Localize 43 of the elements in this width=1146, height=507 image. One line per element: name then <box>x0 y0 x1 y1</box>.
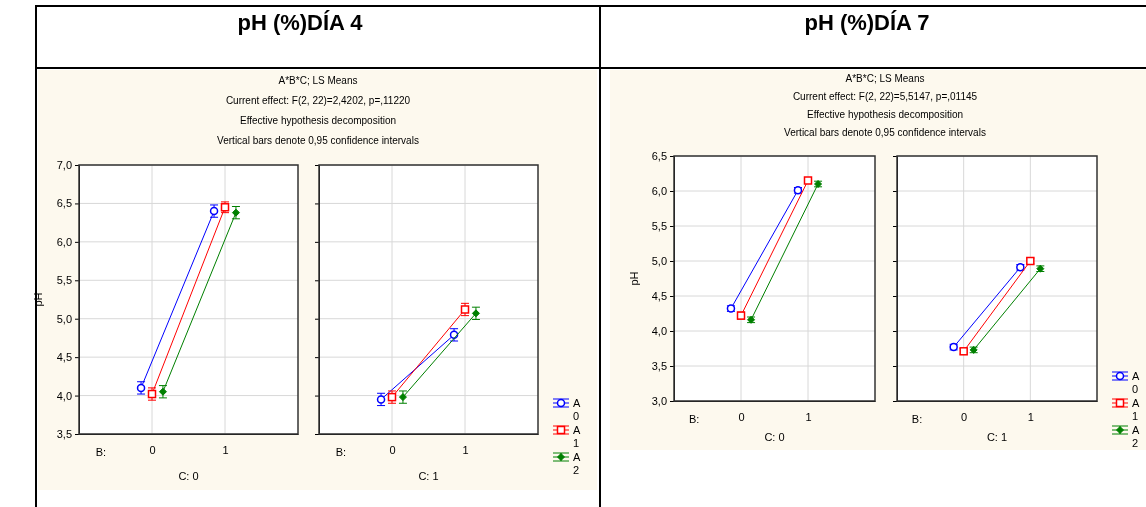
legend-label: A 2 <box>1132 424 1140 449</box>
y-tick-label: 6,5 <box>651 150 667 163</box>
x-tick-label: 0 <box>961 410 968 423</box>
y-axis-title: pH <box>628 271 640 286</box>
y-tick-label: 4,0 <box>56 389 72 402</box>
x-axis-title: C: 0 <box>764 431 785 443</box>
y-tick-label: 3,0 <box>651 395 667 408</box>
chart-subtitle: A*B*C; LS Means Current effect: F(2, 22)=5,5147, p=,01145 Effective hypothesis decomposition Vertical bars denote 0,95 confidence intervals <box>784 73 986 138</box>
y-tick-label: 6,0 <box>651 185 667 198</box>
x-axis-title: C: 1 <box>986 431 1008 443</box>
text: A*B*C; LS Means Current effect: F(2, 22)=2,4202, p=,11220 Effective hypothesis decomposition Vertical bars denote 0,95 confidence intervals <box>217 75 419 146</box>
x-tick-label: 1 <box>1027 410 1034 423</box>
x-tick-label: 0 <box>738 410 745 423</box>
x-axis-title: C: 0 <box>178 470 199 482</box>
text: B: <box>688 413 700 425</box>
y-tick-label: 5,0 <box>651 255 667 268</box>
y-tick-label: 6,0 <box>56 235 72 248</box>
y-tick-label: 3,5 <box>56 428 72 441</box>
legend-label: A 0 <box>573 397 581 422</box>
y-tick-label: 3,5 <box>651 360 667 373</box>
y-tick-label: 5,5 <box>56 274 72 287</box>
x-axis-title: C: 1 <box>418 470 439 482</box>
y-tick-label: 4,0 <box>651 325 667 338</box>
chart-title: pH (%)DÍA 7 <box>804 10 930 35</box>
legend-label: A 1 <box>573 424 581 449</box>
x-tick-label: 1 <box>222 443 229 456</box>
text: B: <box>911 413 923 425</box>
legend-label: A 0 <box>1132 370 1140 395</box>
y-tick-label: 5,0 <box>56 312 72 325</box>
chart-title: pH (%)DÍA 4 <box>237 10 364 35</box>
text: B: <box>95 446 107 458</box>
y-tick-label: 4,5 <box>56 351 72 364</box>
x-tick-label: 0 <box>149 443 156 456</box>
x-tick-label: 0 <box>389 443 396 456</box>
x-tick-label: 1 <box>462 443 469 456</box>
y-tick-label: 7,0 <box>56 159 72 172</box>
y-tick-label: 5,5 <box>651 220 667 233</box>
legend-label: A 1 <box>1132 397 1140 422</box>
y-tick-label: 4,5 <box>651 290 667 303</box>
text: B: <box>335 446 347 458</box>
x-tick-label: 1 <box>805 410 812 423</box>
legend-label: A 2 <box>573 451 581 476</box>
y-tick-label: 6,5 <box>56 197 72 210</box>
